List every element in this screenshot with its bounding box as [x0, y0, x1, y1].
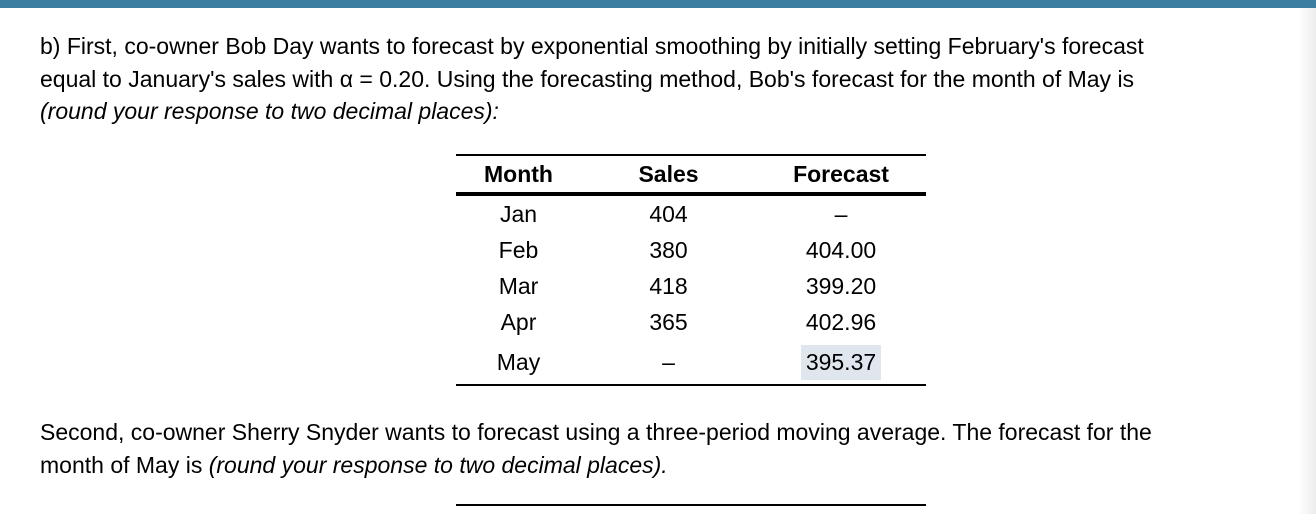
month-cell: Feb — [498, 236, 539, 263]
question-second-line-2: month of May is (round your response to … — [40, 449, 1152, 482]
month-cell: Mar — [498, 272, 539, 299]
header-forecast: Forecast — [756, 154, 926, 196]
table-row: May – 395.37 — [456, 340, 926, 386]
sales-cell: 404 — [649, 200, 688, 227]
table-header-row: Month Sales Forecast — [456, 154, 926, 196]
forecast-cell: 399.20 — [805, 272, 877, 299]
top-accent-bar — [0, 0, 1316, 8]
right-edge-shadow — [1298, 8, 1316, 514]
forecast-cell: – — [834, 200, 848, 227]
table-row: Feb 380 404.00 — [456, 232, 926, 268]
header-month: Month — [456, 154, 581, 196]
month-cell: Apr — [500, 308, 537, 335]
table-row: Mar 418 399.20 — [456, 268, 926, 304]
month-cell: Jan — [499, 200, 538, 227]
forecast-answer-cell[interactable]: 395.37 — [756, 340, 926, 386]
question-second-line-1: Second, co-owner Sherry Snyder wants to … — [40, 419, 1152, 445]
table-row: Apr 365 402.96 — [456, 304, 926, 340]
sales-cell: 365 — [649, 308, 688, 335]
moving-average-answer-field[interactable] — [456, 504, 926, 506]
question-b-line-2: equal to January's sales with α = 0.20. … — [40, 65, 1135, 92]
forecast-cell: 404.00 — [805, 236, 877, 263]
forecast-table: Month Sales Forecast Jan 404 – Feb 380 4… — [456, 154, 926, 386]
question-second-round-instruction: (round your response to two decimal plac… — [208, 451, 668, 478]
sales-cell: 418 — [649, 272, 688, 299]
may-forecast-answer[interactable]: 395.37 — [800, 344, 882, 380]
question-b-round-instruction: (round your response to two decimal plac… — [40, 98, 499, 124]
question-b-text: b) First, co-owner Bob Day wants to fore… — [40, 30, 1144, 128]
question-second-line-2-text: month of May is — [40, 451, 209, 478]
month-cell: May — [456, 340, 581, 386]
header-sales: Sales — [581, 154, 756, 196]
question-b-line-1: b) First, co-owner Bob Day wants to fore… — [40, 33, 1144, 59]
forecast-cell: 402.96 — [805, 308, 877, 335]
table-row: Jan 404 – — [456, 194, 926, 232]
question-second-text: Second, co-owner Sherry Snyder wants to … — [40, 416, 1152, 481]
sales-cell: 380 — [649, 236, 688, 263]
sales-cell: – — [581, 340, 756, 386]
